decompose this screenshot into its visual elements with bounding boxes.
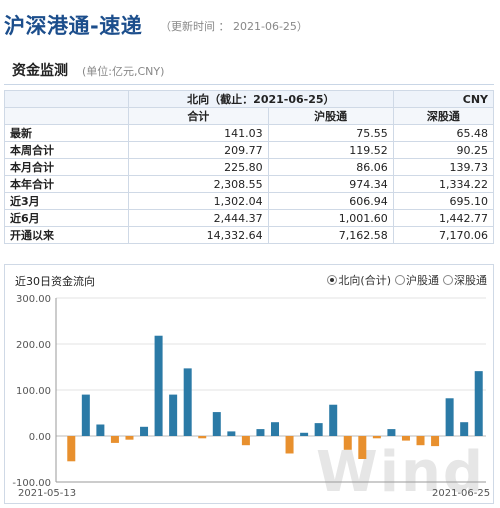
table-header-spacer [4,90,129,108]
radio-icon[interactable] [443,275,453,285]
radio-icon[interactable] [395,275,405,285]
section-title: 资金监测 [12,63,68,79]
legend-option-north[interactable]: 北向(合计) [327,272,391,288]
column-header-spacer [4,107,129,125]
table-row: 开通以来 14,332.64 7,162.58 7,170.06 [4,226,495,244]
table-row: 近3月 1,302.04 606.94 695.10 [4,192,495,210]
wind-watermark: Wind [316,440,485,505]
chart-bar [445,398,454,436]
legend-label-north: 北向(合计) [338,274,391,287]
column-header-sz: 深股通 [392,107,495,125]
chart-bar [227,431,236,436]
chart-title: 近30日资金流向 [15,275,95,288]
chart-bar [474,371,483,436]
chart-bar [270,422,280,436]
page-title: 沪深港通-速递 [4,14,143,38]
row-sz: 695.10 [392,192,495,210]
chart-bar [183,368,192,436]
chart-bar [431,436,440,447]
table-row: 最新 141.03 75.55 65.48 [4,124,495,142]
y-tick-label: -100.00 [12,478,51,489]
chart-bar [358,436,367,459]
chart-bar [125,436,134,440]
chart-bar [343,436,352,450]
table-row: 本周合计 209.77 119.52 90.25 [4,141,495,159]
row-total: 209.77 [128,141,269,159]
row-label: 开通以来 [4,226,129,244]
chart-bar [96,424,105,436]
y-tick-label: 200.00 [16,340,51,351]
chart-legend: 北向(合计) 沪股通 深股通 [327,272,487,288]
chart-bar [314,423,323,436]
chart-bar [387,429,396,436]
chart-bar [401,436,410,441]
table-header-row: 北向（截止：2021-06-25） CNY [4,90,495,108]
chart-bar [285,436,294,454]
chart-bar [154,335,163,436]
page-header: 沪深港通-速递 （更新时间 ： 2021-06-25） [0,0,500,48]
column-header-row: 合计 沪股通 深股通 [4,107,495,125]
y-tick-label: 0.00 [29,432,51,443]
chart-bar [169,394,178,436]
chart-bar [198,436,207,439]
row-sh: 86.06 [267,158,394,176]
table-row: 本年合计 2,308.55 974.34 1,334.22 [4,175,495,193]
row-sh: 7,162.58 [267,226,394,244]
legend-label-sz: 深股通 [454,274,487,287]
chart-bar [67,436,76,462]
chart-bar [329,404,338,436]
x-end-label: 2021-06-25 [432,488,490,499]
chart-bar [256,429,265,436]
chart-bar [372,436,381,439]
row-total: 14,332.64 [128,226,269,244]
chart-bar [110,436,119,443]
legend-option-sh[interactable]: 沪股通 [395,272,439,288]
column-header-total: 合计 [128,107,269,125]
chart-bar [416,436,425,446]
radio-selected-icon[interactable] [327,275,338,285]
update-time: （更新时间 ： 2021-06-25） [160,20,308,33]
northbound-label: 北向（截止：2021-06-25） [128,90,394,108]
chart-bar [140,426,149,436]
row-sz: 7,170.06 [392,226,495,244]
x-start-label: 2021-05-13 [18,488,76,499]
section-divider [4,84,494,85]
y-tick-label: 100.00 [16,386,51,397]
section-unit: (单位:亿元,CNY) [82,65,165,78]
capital-flow-table: 北向（截止：2021-06-25） CNY 合计 沪股通 深股通 最新 141.0… [4,90,495,244]
chart-bar [241,436,250,446]
chart-bar [81,394,90,436]
legend-label-sh: 沪股通 [406,274,439,287]
chart-panel: 近30日资金流向 北向(合计) 沪股通 深股通 [4,264,494,504]
row-sh: 974.34 [267,175,394,193]
chart-bar [300,432,309,436]
chart-bar [460,422,469,436]
chart-bar [212,412,221,436]
row-label: 最新 [4,124,129,142]
legend-option-sz[interactable]: 深股通 [443,272,487,288]
y-tick-label: 300.00 [16,294,51,305]
